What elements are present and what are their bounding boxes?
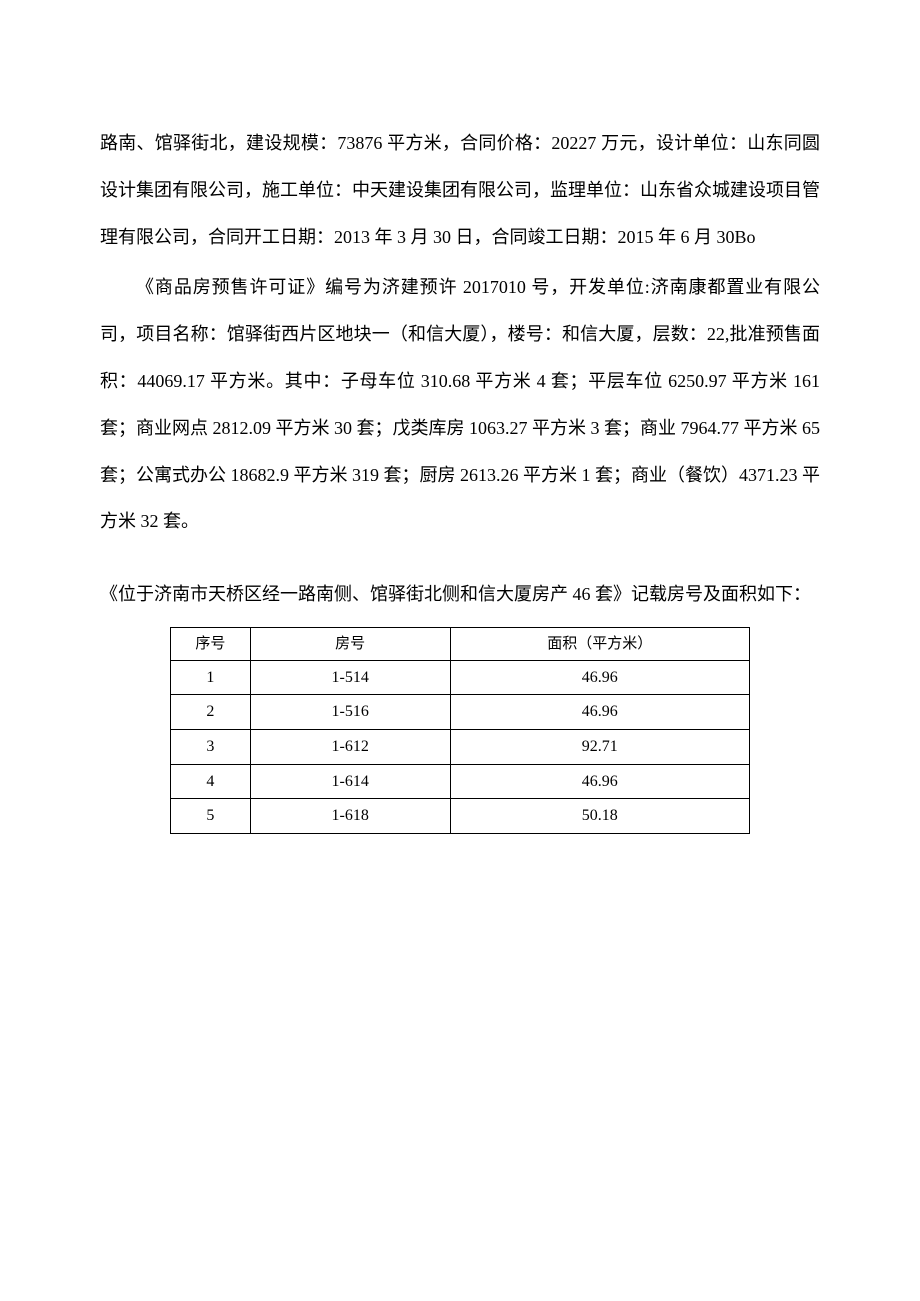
header-seq: 序号	[171, 627, 251, 660]
cell-room: 1-514	[250, 660, 450, 695]
cell-room: 1-614	[250, 764, 450, 799]
table-row: 2 1-516 46.96	[171, 695, 750, 730]
cell-area: 50.18	[450, 799, 750, 834]
cell-area: 46.96	[450, 764, 750, 799]
table-header-row: 序号 房号 面积（平方米）	[171, 627, 750, 660]
cell-room: 1-612	[250, 729, 450, 764]
paragraph-1: 路南、馆驿街北，建设规模：73876 平方米，合同价格：20227 万元，设计单…	[100, 120, 820, 260]
cell-seq: 2	[171, 695, 251, 730]
table-intro: 《位于济南市天桥区经一路南侧、馆驿街北侧和信大厦房产 46 套》记载房号及面积如…	[100, 575, 820, 615]
property-table: 序号 房号 面积（平方米） 1 1-514 46.96 2 1-516 46.9…	[170, 627, 750, 834]
cell-room: 1-516	[250, 695, 450, 730]
header-room: 房号	[250, 627, 450, 660]
header-area: 面积（平方米）	[450, 627, 750, 660]
cell-area: 46.96	[450, 660, 750, 695]
cell-area: 92.71	[450, 729, 750, 764]
cell-seq: 3	[171, 729, 251, 764]
cell-area: 46.96	[450, 695, 750, 730]
table-row: 3 1-612 92.71	[171, 729, 750, 764]
table-row: 4 1-614 46.96	[171, 764, 750, 799]
cell-seq: 1	[171, 660, 251, 695]
table-row: 1 1-514 46.96	[171, 660, 750, 695]
table-row: 5 1-618 50.18	[171, 799, 750, 834]
cell-seq: 4	[171, 764, 251, 799]
cell-seq: 5	[171, 799, 251, 834]
cell-room: 1-618	[250, 799, 450, 834]
paragraph-2: 《商品房预售许可证》编号为济建预许 2017010 号，开发单位:济南康都置业有…	[100, 264, 820, 545]
